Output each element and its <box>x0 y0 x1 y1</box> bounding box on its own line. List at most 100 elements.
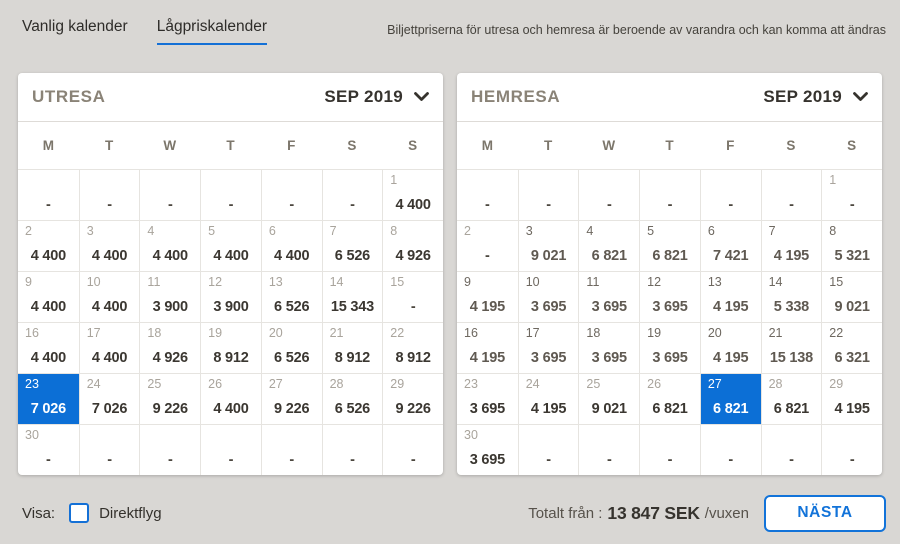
calendar-cell: 2- <box>457 220 518 271</box>
calendar-cell[interactable]: 18 3 695 <box>578 322 640 373</box>
calendar-cell[interactable]: 6 4 400 <box>260 220 322 271</box>
calendar-cell[interactable]: 10 4 400 <box>78 271 140 322</box>
cell-price: 7 026 <box>30 401 66 417</box>
outbound-calendar-header: UTRESA SEP 2019 <box>18 73 443 122</box>
cell-day-number: 29 <box>829 377 844 391</box>
calendar-cell[interactable]: 29 4 195 <box>821 373 882 424</box>
calendar-cell[interactable]: 6 7 421 <box>699 220 761 271</box>
cell-price: 4 400 <box>395 197 431 213</box>
tab-vanlig-kalender[interactable]: Vanlig kalender <box>22 18 128 35</box>
calendar-cell[interactable]: 14 5 338 <box>760 271 822 322</box>
return-month-select[interactable]: SEP 2019 <box>763 87 868 107</box>
calendar-cell[interactable]: 12 3 900 <box>200 271 261 322</box>
calendar-cell[interactable]: 1 4 400 <box>382 169 443 220</box>
calendar-cell[interactable]: 4 6 821 <box>578 220 640 271</box>
footer-bar: Visa: Direktflyg Totalt från : 13 847 SE… <box>0 494 900 532</box>
cell-day-number: 17 <box>525 326 540 340</box>
calendar-cell[interactable]: 26 4 400 <box>200 373 261 424</box>
calendar-cell[interactable]: 7 6 526 <box>321 220 383 271</box>
cell-price: 4 400 <box>30 248 66 264</box>
top-bar: Vanlig kalender Lågpriskalender Biljettp… <box>0 0 900 50</box>
cell-price: 4 400 <box>30 299 66 315</box>
cell-price: 3 695 <box>469 452 505 468</box>
calendar-cell[interactable]: 27 9 226 <box>260 373 322 424</box>
cell-day-number: 6 <box>268 224 276 238</box>
cell-price: 4 195 <box>713 299 749 315</box>
calendar-cell[interactable]: 9 4 400 <box>18 271 79 322</box>
return-title: HEMRESA <box>471 87 561 106</box>
calendar-cell[interactable]: 8 5 321 <box>821 220 882 271</box>
calendar-cell[interactable]: 27 6 821 <box>699 373 761 424</box>
calendar-cell[interactable]: 20 6 526 <box>260 322 322 373</box>
calendar-cell[interactable]: 23 3 695 <box>457 373 518 424</box>
calendar-cell[interactable]: 17 3 695 <box>517 322 579 373</box>
calendar-cell[interactable]: 5 4 400 <box>200 220 261 271</box>
calendar-cell[interactable]: 21 8 912 <box>321 322 383 373</box>
cell-price: - <box>289 197 295 213</box>
calendar-cell[interactable]: 11 3 695 <box>578 271 640 322</box>
calendar-cell[interactable]: 29 9 226 <box>382 373 443 424</box>
cell-price: - <box>167 197 173 213</box>
cell-day-number: 2 <box>25 224 32 238</box>
cell-price: - <box>789 197 794 213</box>
calendar-cell[interactable]: 19 8 912 <box>200 322 261 373</box>
weekday-label: M <box>481 138 493 153</box>
cell-day-number: 17 <box>86 326 101 340</box>
calendar-cell[interactable]: 28 6 526 <box>321 373 383 424</box>
calendar-cell[interactable]: 10 3 695 <box>517 271 579 322</box>
calendar-cell[interactable]: 22 8 912 <box>382 322 443 373</box>
calendar-cell[interactable]: 8 4 926 <box>382 220 443 271</box>
calendar-cell[interactable]: 5 6 821 <box>639 220 700 271</box>
cell-day-number: 29 <box>390 377 405 391</box>
cell-price: - <box>350 452 355 468</box>
calendar-cell[interactable]: 14 15 343 <box>321 271 383 322</box>
calendar-cell[interactable]: 12 3 695 <box>639 271 700 322</box>
calendar-cell[interactable]: 13 6 526 <box>260 271 322 322</box>
calendar-cell[interactable]: 22 6 321 <box>821 322 882 373</box>
calendar-cell[interactable]: 2 4 400 <box>18 220 79 271</box>
calendar-cell[interactable]: 20 4 195 <box>699 322 761 373</box>
calendar-cell[interactable]: 13 4 195 <box>699 271 761 322</box>
calendar-cell[interactable]: 4 4 400 <box>139 220 201 271</box>
calendar-cell[interactable]: 18 4 926 <box>139 322 201 373</box>
outbound-month-select[interactable]: SEP 2019 <box>324 87 429 107</box>
calendar-cell: 1- <box>821 169 882 220</box>
cell-price: 4 400 <box>213 401 249 417</box>
tab-lagpriskalender[interactable]: Lågpriskalender <box>156 18 267 45</box>
calendar-cell[interactable]: 7 4 195 <box>760 220 822 271</box>
calendar-cell[interactable]: 21 15 138 <box>760 322 822 373</box>
cell-price: - <box>728 197 734 213</box>
calendar-cell[interactable]: 3 9 021 <box>517 220 579 271</box>
calendar-cell[interactable]: 23 7 026 <box>18 373 79 424</box>
cell-day-number: 13 <box>268 275 283 289</box>
cell-day-number: 1 <box>390 173 398 187</box>
calendar-cell[interactable]: 16 4 400 <box>18 322 79 373</box>
cell-price: 4 926 <box>395 248 431 264</box>
calendar-cell[interactable]: 24 7 026 <box>78 373 140 424</box>
next-button[interactable]: NÄSTA <box>764 494 886 532</box>
calendar-cell[interactable]: 26 6 821 <box>639 373 700 424</box>
calendar-cell[interactable]: 19 3 695 <box>639 322 700 373</box>
calendar-cell[interactable]: 16 4 195 <box>457 322 518 373</box>
calendar-cell[interactable]: 15 9 021 <box>821 271 882 322</box>
calendar-cell[interactable]: 24 4 195 <box>517 373 579 424</box>
calendar-cell[interactable]: 25 9 226 <box>139 373 201 424</box>
calendar-cell[interactable]: 30 3 695 <box>457 424 518 475</box>
cell-day-number: 12 <box>208 275 223 289</box>
cell-price: - <box>410 299 416 315</box>
cell-price: - <box>546 197 551 213</box>
calendar-cell[interactable]: 9 4 195 <box>457 271 518 322</box>
cell-price: 5 321 <box>834 248 870 264</box>
calendar-cell[interactable]: 11 3 900 <box>139 271 201 322</box>
direktflyg-checkbox[interactable] <box>69 503 90 523</box>
calendar-cell[interactable]: 28 6 821 <box>760 373 822 424</box>
calendar-cell[interactable]: 17 4 400 <box>78 322 140 373</box>
return-month-label: SEP 2019 <box>763 87 842 106</box>
calendar-cell[interactable]: 3 4 400 <box>78 220 140 271</box>
cell-day-number: 4 <box>147 224 155 238</box>
cell-day-number: 18 <box>586 326 601 340</box>
weekday-label: W <box>602 138 616 153</box>
calendar-cell[interactable]: 25 9 021 <box>578 373 640 424</box>
